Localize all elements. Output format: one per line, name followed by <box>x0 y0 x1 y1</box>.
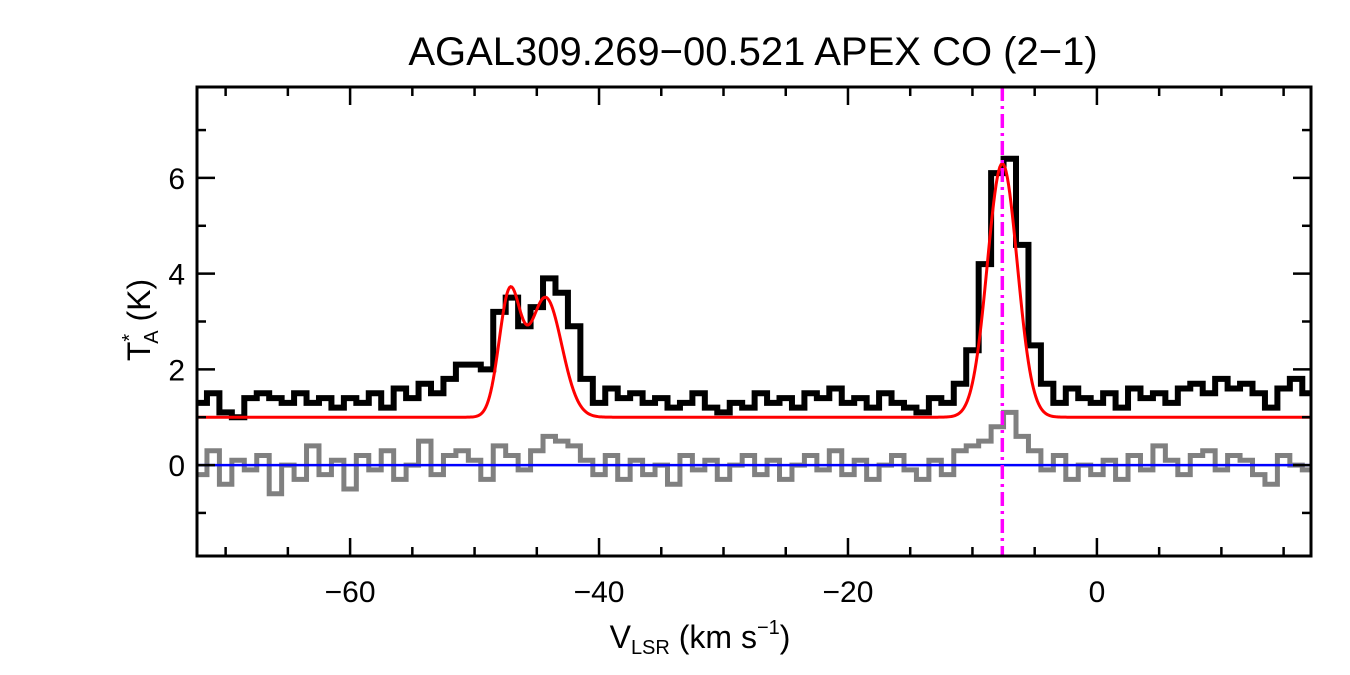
gaussian-fit-line <box>197 161 1310 419</box>
x-tick-label: −40 <box>574 576 625 609</box>
x-axis-ticks: −60 −40 −20 0 <box>224 87 1285 609</box>
x-tick-label: 0 <box>1089 576 1106 609</box>
x-axis-label: VLSR (km s−1) <box>610 617 791 659</box>
y-axis-label: T*A (K) <box>119 279 163 361</box>
y-tick-label: 0 <box>168 450 185 483</box>
y-tick-label: 4 <box>168 259 185 292</box>
chart-title: AGAL309.269−00.521 APEX CO (2−1) <box>408 30 1097 74</box>
y-axis-ticks: 0 2 4 6 <box>168 128 1311 515</box>
spectrum-series <box>197 155 1311 421</box>
y-tick-label: 6 <box>168 163 185 196</box>
residual-series <box>197 409 1311 497</box>
x-tick-label: −60 <box>325 576 376 609</box>
x-tick-label: −20 <box>823 576 874 609</box>
plot-area <box>195 85 1313 558</box>
y-tick-label: 2 <box>168 354 185 387</box>
plot-frame <box>195 85 1313 558</box>
